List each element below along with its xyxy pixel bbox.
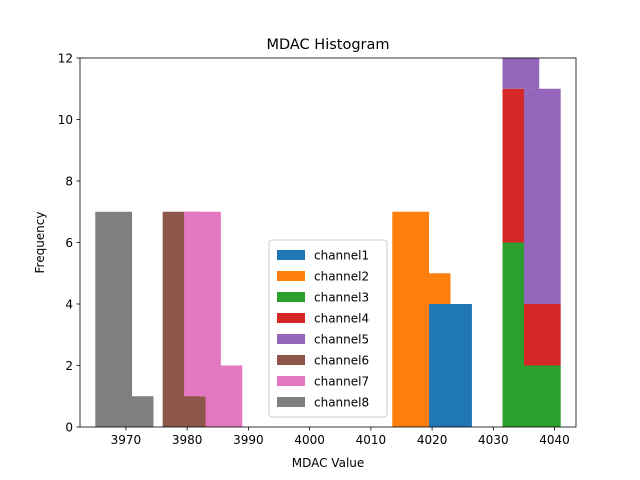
x-tick-label: 3970 <box>111 433 142 447</box>
x-tick-label: 4010 <box>356 433 387 447</box>
legend-label-channel4: channel4 <box>314 312 369 326</box>
y-tick-label: 10 <box>58 113 73 127</box>
legend-label-channel3: channel3 <box>314 291 369 305</box>
y-tick-label: 12 <box>58 51 73 65</box>
legend-label-channel7: channel7 <box>314 375 369 389</box>
x-axis-ticks: 3970 3980 3990 4000 4010 4020 4030 4040 <box>111 427 570 447</box>
legend-swatch-channel7 <box>277 376 305 386</box>
bar-channel8 <box>95 211 133 427</box>
y-tick-label: 8 <box>65 174 73 188</box>
y-axis-label: Frequency <box>33 212 47 274</box>
x-tick-label: 4040 <box>539 433 570 447</box>
y-tick-label: 2 <box>65 359 73 373</box>
chart-title: MDAC Histogram <box>266 37 389 53</box>
legend-swatch-channel1 <box>277 250 305 260</box>
bar-channel3 <box>523 365 561 427</box>
bar-channel2 <box>392 211 430 427</box>
legend-label-channel1: channel1 <box>314 249 369 263</box>
legend-swatch-channel6 <box>277 355 305 365</box>
x-tick-label: 4030 <box>478 433 509 447</box>
bar-channel5 <box>502 58 540 89</box>
legend-label-channel2: channel2 <box>314 270 369 284</box>
y-tick-label: 4 <box>65 297 73 311</box>
legend-swatch-channel4 <box>277 313 305 323</box>
x-axis-label: MDAC Value <box>292 456 365 470</box>
legend-label-channel5: channel5 <box>314 333 369 347</box>
legend-label-channel8: channel8 <box>314 396 369 410</box>
bar-channel2 <box>413 273 451 304</box>
legend-swatch-channel2 <box>277 271 305 281</box>
x-tick-label: 3980 <box>172 433 203 447</box>
legend-swatch-channel3 <box>277 292 305 302</box>
bar-channel4 <box>523 304 561 366</box>
legend-label-channel6: channel6 <box>314 354 369 368</box>
y-axis-ticks: 0 2 4 6 8 10 12 <box>58 51 80 434</box>
x-tick-label: 4020 <box>417 433 448 447</box>
legend-box <box>268 239 388 418</box>
legend-swatch-channel5 <box>277 334 305 344</box>
bars-group <box>95 58 561 427</box>
bar-channel1 <box>435 304 472 427</box>
x-tick-label: 3990 <box>233 433 264 447</box>
bar-channel7 <box>205 365 243 427</box>
x-tick-label: 4000 <box>294 433 325 447</box>
bar-channel5 <box>523 88 561 304</box>
y-tick-label: 0 <box>65 420 73 434</box>
y-tick-label: 6 <box>65 236 73 250</box>
legend-swatch-channel8 <box>277 397 305 407</box>
legend: channel1 channel2 channel3 channel4 channel5… <box>268 239 388 418</box>
bar-channel8 <box>116 396 154 427</box>
